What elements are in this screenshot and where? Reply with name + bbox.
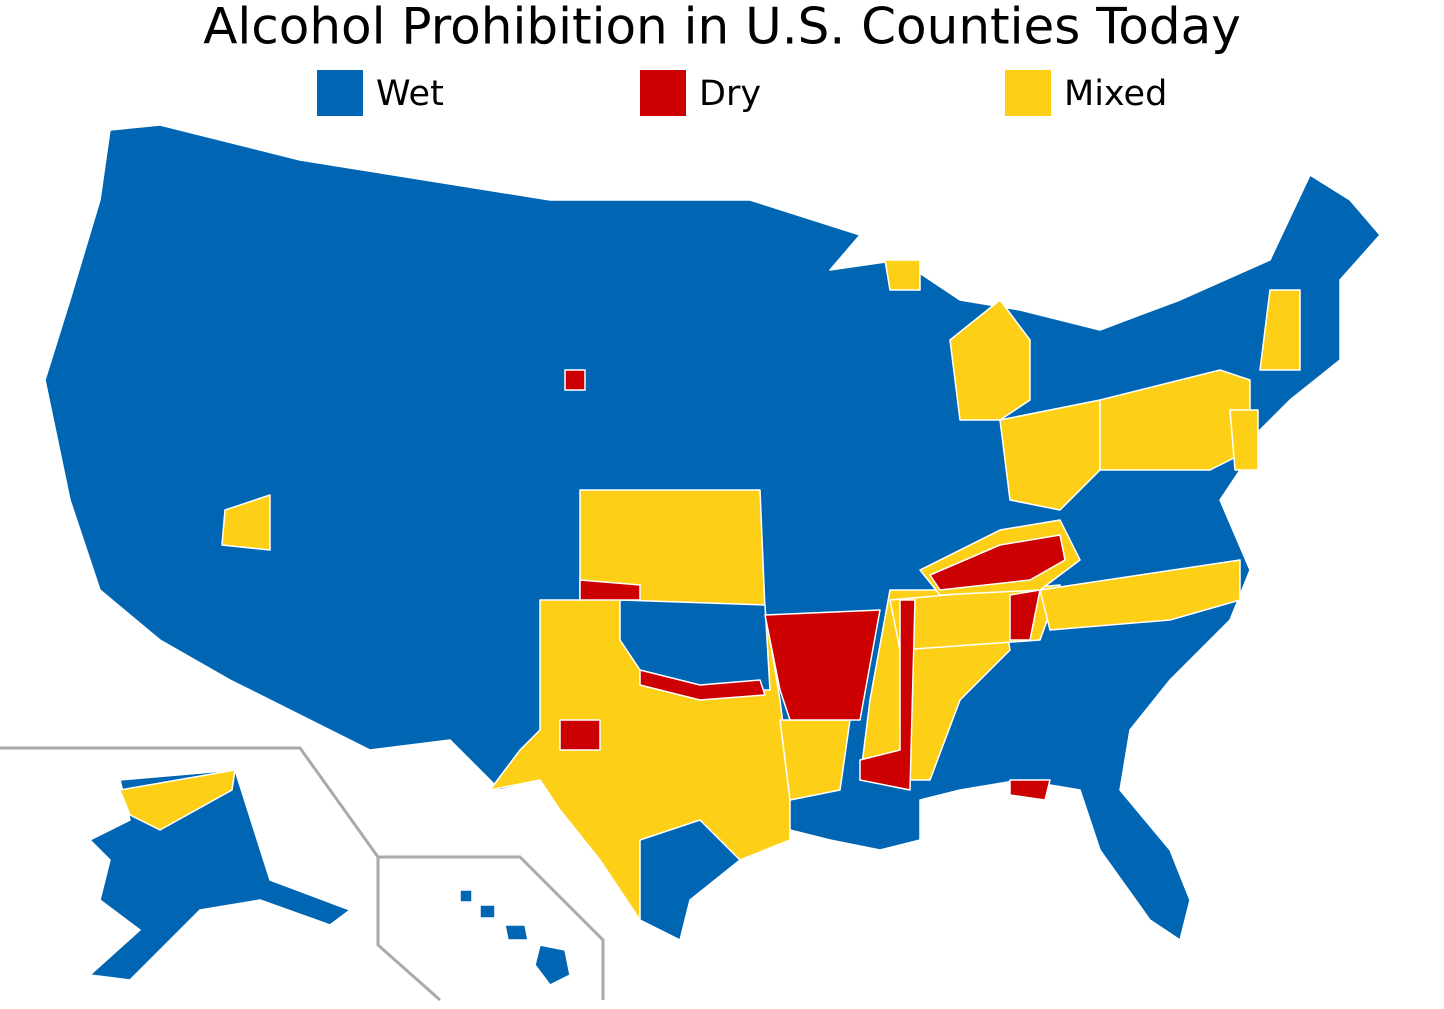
kansas-dry xyxy=(579,579,641,601)
oklahoma-dry xyxy=(639,669,766,701)
michigan-mixed xyxy=(949,299,1031,421)
tennessee-dry xyxy=(1009,589,1041,641)
legend-swatch xyxy=(1005,70,1051,116)
texas-dry xyxy=(559,719,601,751)
ohio-mixed xyxy=(999,399,1101,511)
new-england-mixed xyxy=(1259,289,1301,371)
new-jersey-mixed xyxy=(1229,409,1259,471)
arkansas-dry xyxy=(764,609,881,721)
alaska-mixed xyxy=(119,769,236,831)
kentucky-dry xyxy=(929,534,1066,591)
regions xyxy=(44,124,1381,986)
florida-dry xyxy=(1009,779,1051,801)
louisiana-mixed xyxy=(779,719,851,801)
legend-swatch xyxy=(640,70,686,116)
utah-mixed xyxy=(221,494,271,551)
upper-peninsula-mixed xyxy=(884,259,921,291)
legend-swatch xyxy=(317,70,363,116)
hawaii-oahu xyxy=(479,904,496,919)
legend-label: Mixed xyxy=(1064,74,1167,114)
legend-label: Wet xyxy=(376,74,444,114)
hawaii-maui xyxy=(504,924,529,941)
legend: Wet Dry Mixed xyxy=(317,70,1167,116)
mississippi-dry xyxy=(859,599,916,791)
carolina-mixed xyxy=(1039,559,1241,631)
hawaii-inset-border xyxy=(378,855,605,1000)
nebraska-dry xyxy=(564,369,586,391)
legend-label: Dry xyxy=(699,74,761,114)
south-texas-wet xyxy=(639,819,741,941)
hawaii-big-island xyxy=(534,944,571,986)
map-title: Alcohol Prohibition in U.S. Counties Tod… xyxy=(203,0,1241,56)
hawaii-kauai xyxy=(459,889,473,903)
